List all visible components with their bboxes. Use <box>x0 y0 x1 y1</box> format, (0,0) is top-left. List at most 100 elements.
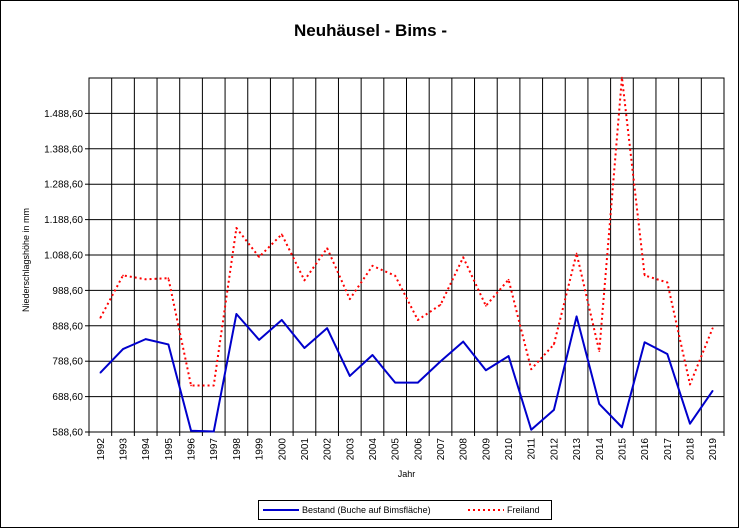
x-tick-label: 1994 <box>141 438 152 461</box>
data-point-freiland <box>575 252 578 255</box>
y-tick-label: 1.088,60 <box>44 251 83 262</box>
chart-title: Neuhäusel - Bims - <box>293 21 448 40</box>
x-tick-label: 2016 <box>640 438 651 461</box>
x-tick-label: 2010 <box>504 438 515 461</box>
data-point-freiland <box>99 317 102 319</box>
x-tick-label: 2005 <box>391 438 402 461</box>
series-line-bestand <box>99 312 714 433</box>
data-point-bestand <box>326 327 328 329</box>
data-point-bestand <box>621 426 623 429</box>
series-line-freiland <box>99 76 714 387</box>
x-tick-label: 2015 <box>617 438 628 461</box>
data-point-freiland <box>621 76 623 79</box>
data-point-bestand <box>190 429 192 432</box>
data-point-bestand <box>212 430 215 433</box>
data-point-bestand <box>394 381 396 384</box>
data-point-freiland <box>462 256 464 259</box>
data-point-freiland <box>417 319 419 321</box>
x-tick-label: 1993 <box>119 438 130 461</box>
data-point-freiland <box>122 274 124 277</box>
data-point-bestand <box>167 343 170 346</box>
data-point-freiland <box>394 274 396 277</box>
data-point-bestand <box>575 315 578 318</box>
x-tick-label: 2012 <box>549 438 560 461</box>
data-point-bestand <box>462 340 464 343</box>
data-point-bestand <box>417 381 419 384</box>
data-point-bestand <box>553 409 555 411</box>
legend-item-freiland: Freiland <box>468 504 540 516</box>
legend-label-freiland: Freiland <box>507 505 540 515</box>
data-point-bestand <box>530 428 533 431</box>
data-point-bestand <box>666 353 669 355</box>
x-tick-label: 2019 <box>708 438 719 461</box>
data-point-freiland <box>190 384 192 387</box>
data-point-freiland <box>144 278 147 281</box>
data-point-freiland <box>689 383 691 386</box>
y-tick-label: 888,60 <box>52 321 83 332</box>
data-point-bestand <box>643 341 646 344</box>
data-point-freiland <box>349 298 351 300</box>
x-tick-label: 1999 <box>255 438 266 461</box>
data-point-bestand <box>439 360 442 363</box>
x-tick-label: 2001 <box>300 438 311 461</box>
data-point-bestand <box>303 347 306 349</box>
y-tick-label: 688,60 <box>52 392 83 403</box>
data-point-freiland <box>303 279 306 282</box>
x-tick-label: 1996 <box>187 438 198 461</box>
data-point-freiland <box>212 384 215 387</box>
x-tick-label: 2000 <box>277 438 288 461</box>
data-point-bestand <box>689 422 691 425</box>
x-tick-label: 2008 <box>459 438 470 461</box>
x-tick-label: 2009 <box>481 438 492 461</box>
data-point-bestand <box>598 403 601 405</box>
y-tick-label: 1.288,60 <box>44 180 83 191</box>
data-point-bestand <box>235 313 238 315</box>
x-tick-label: 2002 <box>323 438 334 461</box>
data-point-freiland <box>507 278 510 281</box>
legend-label-bestand: Bestand (Buche auf Bimsfläche) <box>302 505 431 515</box>
data-point-bestand <box>144 338 147 340</box>
x-tick-label: 2013 <box>572 438 583 461</box>
y-tick-label: 1.488,60 <box>44 109 83 120</box>
x-tick-label: 2003 <box>345 438 356 461</box>
data-point-bestand <box>122 348 124 350</box>
x-axis-title: Jahr <box>397 469 416 479</box>
x-tick-label: 2011 <box>527 438 538 460</box>
data-point-freiland <box>235 227 238 229</box>
data-point-bestand <box>99 371 102 374</box>
x-tick-label: 1997 <box>209 438 220 461</box>
data-point-freiland <box>530 368 533 371</box>
x-tick-label: 2018 <box>685 438 696 461</box>
y-tick-label: 588,60 <box>52 428 83 439</box>
data-point-freiland <box>439 303 442 306</box>
x-tick-label: 2014 <box>595 438 606 461</box>
data-point-freiland <box>167 277 170 280</box>
x-tick-label: 2004 <box>368 438 379 461</box>
data-point-bestand <box>711 389 714 392</box>
data-point-freiland <box>280 233 283 236</box>
data-point-freiland <box>598 350 601 352</box>
data-point-freiland <box>258 256 260 258</box>
legend-item-bestand: Bestand (Buche auf Bimsfläche) <box>263 504 431 516</box>
y-tick-label: 788,60 <box>52 357 83 368</box>
y-tick-label: 1.188,60 <box>44 215 83 226</box>
data-point-freiland <box>643 274 646 277</box>
legend-swatch-freiland <box>468 509 504 511</box>
x-tick-label: 1995 <box>164 438 175 461</box>
data-point-bestand <box>507 355 510 357</box>
data-point-freiland <box>485 305 487 307</box>
x-tick-label: 1992 <box>96 438 107 461</box>
data-point-bestand <box>258 339 260 341</box>
y-axis-title-text: Niederschlagshöhe in mm <box>21 207 31 313</box>
data-point-freiland <box>326 247 328 249</box>
data-point-bestand <box>371 354 374 356</box>
data-point-freiland <box>711 327 714 329</box>
x-tick-label: 2007 <box>436 438 447 461</box>
legend: Bestand (Buche auf Bimsfläche) Freiland <box>258 500 552 520</box>
data-point-freiland <box>371 265 374 267</box>
data-point-freiland <box>666 281 669 284</box>
data-point-bestand <box>280 319 283 321</box>
x-tick-label: 2006 <box>413 438 424 461</box>
x-tick-label: 2017 <box>663 438 674 461</box>
